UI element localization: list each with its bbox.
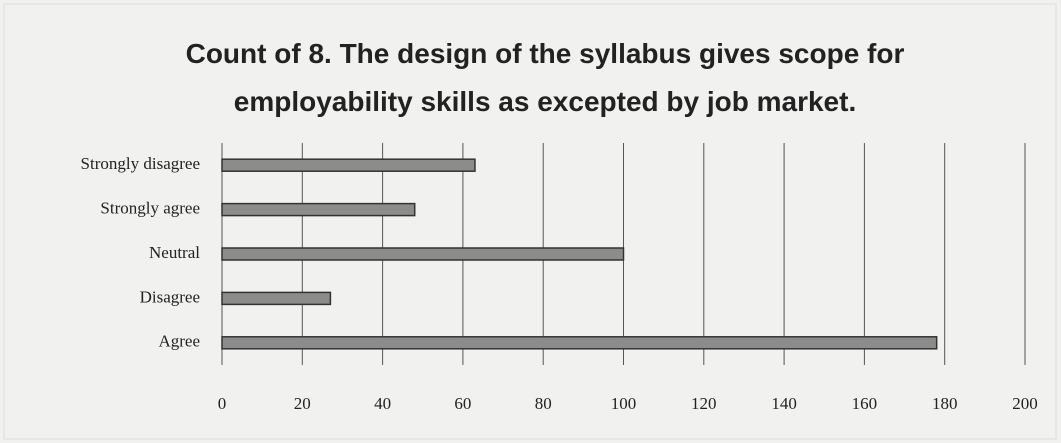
x-tick-label: 120 xyxy=(691,394,717,413)
x-tick-label: 80 xyxy=(535,394,552,413)
x-tick-label: 40 xyxy=(374,394,391,413)
x-tick-label: 160 xyxy=(852,394,878,413)
bar xyxy=(221,158,476,172)
chart-title: Count of 8. The design of the syllabus g… xyxy=(185,38,905,117)
x-tick-label: 140 xyxy=(771,394,797,413)
bar xyxy=(221,202,416,217)
x-tick-label: 20 xyxy=(294,394,311,413)
x-tick-label: 180 xyxy=(932,394,958,413)
x-tick-label: 0 xyxy=(218,394,227,413)
y-tick-label: Strongly disagree xyxy=(81,154,200,173)
y-tick-label: Strongly agree xyxy=(100,199,200,218)
bar xyxy=(221,291,332,306)
y-tick-label: Neutral xyxy=(149,243,200,262)
y-tick-label: Agree xyxy=(158,332,200,351)
x-tick-label: 200 xyxy=(1012,394,1038,413)
bar xyxy=(221,247,625,261)
chart-border xyxy=(3,3,1057,440)
x-tick-label: 100 xyxy=(611,394,637,413)
y-tick-label: Disagree xyxy=(140,287,200,306)
x-tick-label: 60 xyxy=(454,394,471,413)
bar xyxy=(221,336,938,350)
